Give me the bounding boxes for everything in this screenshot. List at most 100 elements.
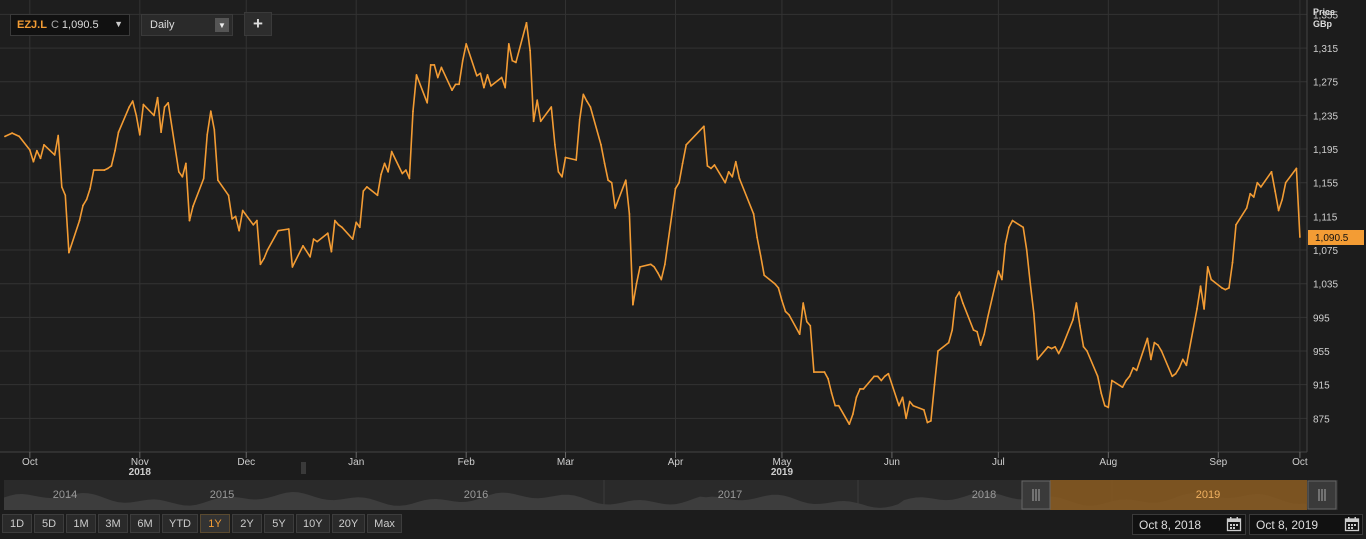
price-point [1025,249,1028,251]
price-line-segment [575,118,581,161]
price-line-segment [578,93,585,121]
price-point [525,22,528,24]
price-point [664,263,666,266]
y-tick-label: 1,075 [1313,246,1338,257]
price-line-segment [60,186,67,197]
interval-dropdown[interactable]: Daily ▼ [141,14,233,36]
price-line-segment [412,74,418,112]
range-button-2y[interactable]: 2Y [232,514,262,533]
price-point [713,164,716,166]
price-line-segment [110,149,116,167]
price-point [362,190,365,192]
ticker-symbol: EZJ.L [17,19,47,31]
price-line-segment [1228,261,1234,289]
range-button-10y[interactable]: 10Y [296,514,330,533]
price-line-segment [539,106,553,123]
price-line-segment [53,134,60,156]
price-point [465,43,468,45]
range-button-max[interactable]: Max [367,514,402,533]
price-point [263,257,265,260]
price-line-segment [582,93,588,102]
price-point [1008,226,1010,229]
price-line-segment [908,400,915,407]
price-point [401,172,404,175]
range-button-20y[interactable]: 20Y [331,514,366,533]
range-button-1y[interactable]: 1Y [200,514,230,533]
price-line-segment [1150,341,1156,361]
y-axis-header-unit: GBp [1313,19,1332,29]
ticker-dropdown[interactable]: EZJ.L C 1,090.5 ▼ [10,14,130,36]
price-line-segment [724,171,730,184]
end-date-field[interactable]: Oct 8, 2019 [1249,514,1363,535]
navigator-year-label: 2018 [972,489,996,501]
price-line-segment [1245,192,1251,209]
price-point [784,310,787,313]
price-line-segment [564,156,578,161]
price-line-segment [827,377,833,394]
price-line-segment [848,413,854,426]
price-line-segment [933,350,939,386]
price-point [986,316,989,319]
price-line-segment [82,198,88,207]
price-point [901,396,904,399]
price-point [1075,302,1078,304]
price-point [703,125,705,128]
calendar-icon[interactable] [1226,516,1242,532]
navigator[interactable]: 2014 2015 2016 2017 2018 2019 [4,480,1338,510]
price-line-segment [1011,219,1025,229]
price-point [1203,308,1205,310]
navigator-year-label: 2014 [53,489,77,501]
navigator-year-label: 2017 [718,489,742,501]
range-button-6m[interactable]: 6M [130,514,160,533]
price-point [68,251,70,254]
price-line-segment [1157,344,1163,352]
price-line-segment [167,102,180,173]
start-date-field[interactable]: Oct 8, 2018 [1132,514,1246,535]
price-point [85,198,88,201]
range-button-5d[interactable]: 5D [34,514,64,533]
x-tick-label: Jun [884,457,900,468]
price-line-segment [1125,375,1131,382]
navigator-selection-window[interactable] [1050,480,1307,510]
price-point [1128,375,1131,378]
price-line-segment [958,291,964,304]
add-series-button[interactable]: + [244,12,272,36]
price-line-segment [880,375,886,382]
price-point [429,64,432,66]
range-button-ytd[interactable]: YTD [162,514,198,533]
price-line-segment [415,74,429,104]
price-point [1135,369,1138,372]
price-line-segment [1008,219,1014,229]
price-point [163,106,166,108]
price-line-segment [852,396,858,415]
price-line-segment [153,96,159,117]
price-point [412,110,414,112]
range-button-5y[interactable]: 5Y [264,514,294,533]
price-line-segment [763,274,776,285]
price-point [227,194,230,197]
range-button-1m[interactable]: 1M [66,514,96,533]
price-point [781,299,783,302]
price-point [454,83,457,86]
price-line-segment [1210,278,1223,289]
price-point [564,156,567,159]
calendar-icon[interactable] [1344,516,1360,532]
x-tick-label: Nov [131,457,149,468]
price-point [1245,207,1248,209]
range-button-1d[interactable]: 1D [2,514,32,533]
price-line-segment [823,371,829,380]
price-line-segment [266,229,280,251]
price-line-segment [1111,379,1124,389]
range-button-3m[interactable]: 3M [98,514,128,533]
x-axis-scroll-handle[interactable] [301,462,306,474]
price-point [809,325,812,327]
price-point [610,181,613,184]
price-point [142,103,145,106]
price-point [1057,352,1060,355]
price-point [515,61,517,64]
price-point [277,229,280,232]
price-point [156,96,159,99]
x-tick-label: Oct [22,457,38,468]
price-point [135,114,138,117]
